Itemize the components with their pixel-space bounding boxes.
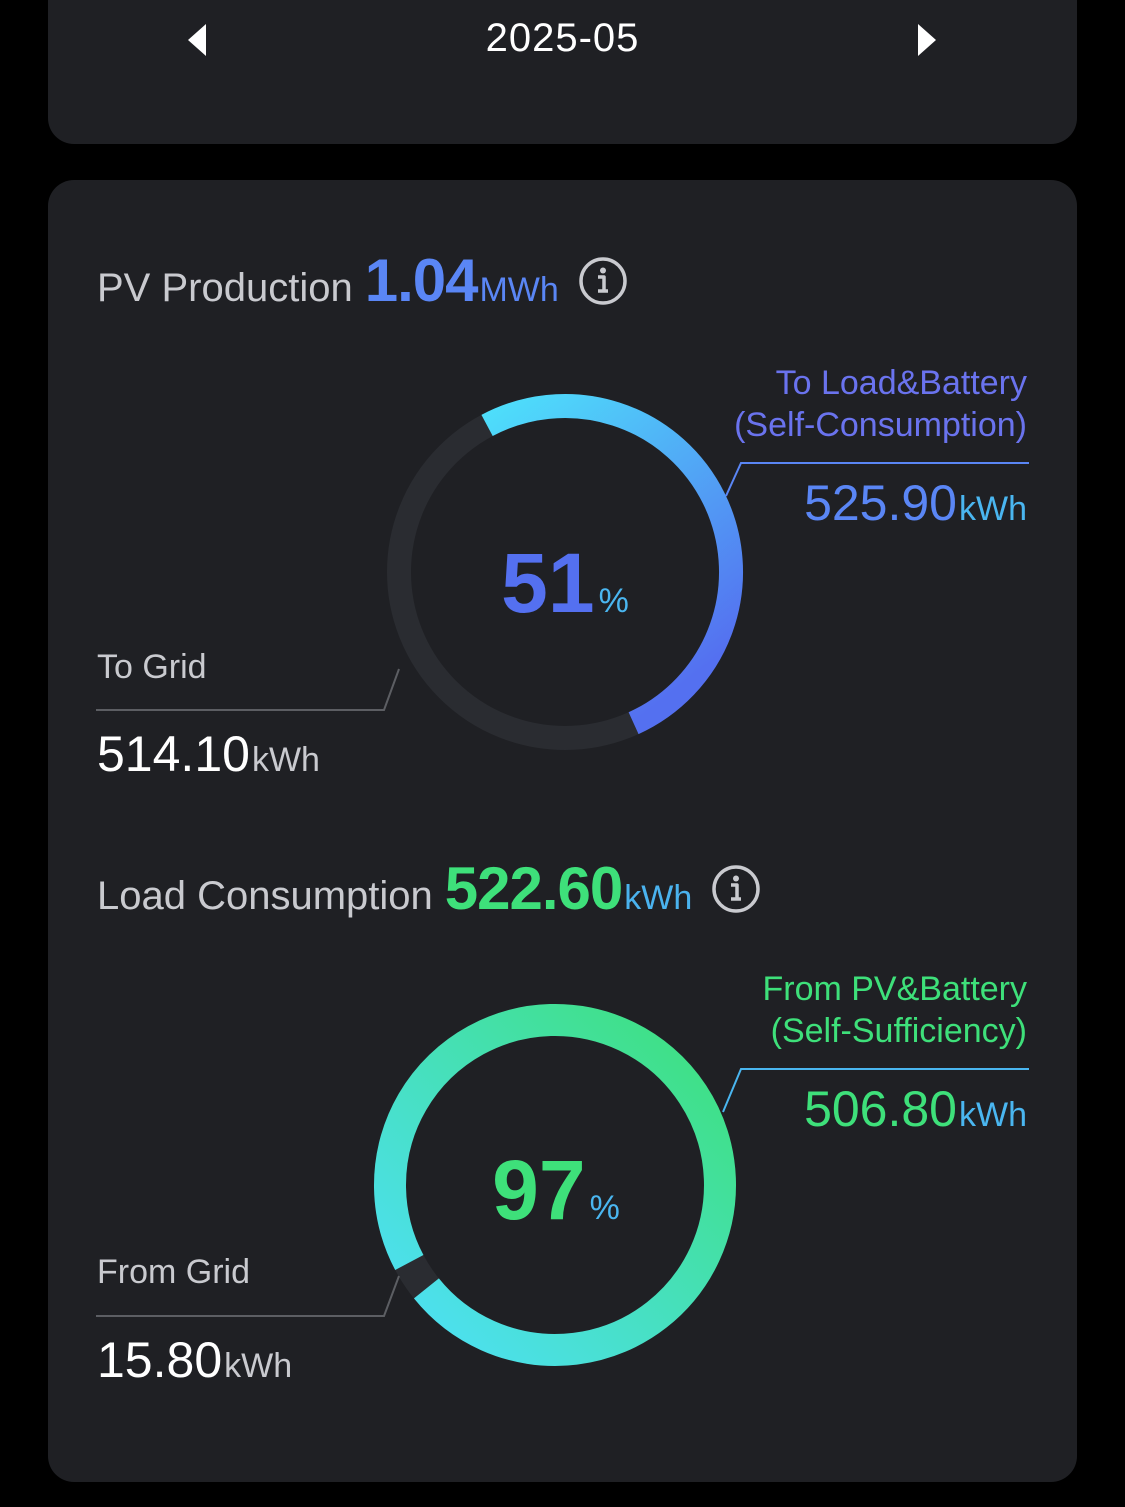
load-from-pv-label: From PV&Battery (Self-Sufficiency) — [762, 968, 1027, 1052]
load-from-grid-label: From Grid — [97, 1253, 250, 1291]
pv-percent-value: 51 — [501, 536, 595, 630]
load-from-pv-label-line2: (Self-Sufficiency) — [770, 1012, 1027, 1050]
date-nav-card: 2025-05 — [48, 0, 1077, 144]
pv-right-leader-line — [725, 462, 1029, 497]
load-consumption-title: Load Consumption 522.60 kWh — [97, 854, 762, 923]
pv-production-unit: MWh — [479, 271, 559, 309]
load-consumption-unit: kWh — [624, 879, 693, 917]
pv-production-label: PV Production — [97, 266, 353, 310]
caret-left-icon — [188, 24, 206, 56]
caret-right-icon — [918, 24, 936, 56]
pv-to-grid-label: To Grid — [97, 648, 207, 686]
load-right-leader-line — [722, 1068, 1029, 1113]
load-left-leader-line — [96, 1275, 400, 1317]
load-from-pv-unit: kWh — [959, 1096, 1027, 1134]
pv-production-title: PV Production 1.04 MWh — [97, 246, 629, 315]
load-from-pv-label-line1: From PV&Battery — [762, 970, 1027, 1008]
load-consumption-label: Load Consumption — [97, 874, 433, 918]
pv-to-load-unit: kWh — [959, 490, 1027, 528]
pv-to-grid-number: 514.10 — [97, 726, 250, 782]
pv-left-leader-line — [96, 668, 400, 711]
pv-to-load-value: 525.90 kWh — [804, 474, 1027, 532]
pv-self-consumption-percent: 51 % — [415, 535, 715, 632]
next-month-button[interactable] — [906, 20, 946, 60]
pv-percent-sign: % — [598, 582, 629, 620]
pv-to-load-label-line1: To Load&Battery — [775, 364, 1027, 402]
pv-to-load-label-line2: (Self-Consumption) — [734, 406, 1027, 444]
pv-info-icon[interactable] — [577, 255, 629, 307]
prev-month-button[interactable] — [178, 20, 218, 60]
energy-stats-card: PV Production 1.04 MWh 51 % To Load&Batt… — [48, 180, 1077, 1482]
load-consumption-value: 522.60 — [444, 855, 624, 922]
load-from-grid-number: 15.80 — [97, 1332, 223, 1388]
load-percent-value: 97 — [492, 1143, 586, 1237]
pv-to-load-number: 525.90 — [804, 475, 957, 531]
pv-ring-arc — [481, 394, 744, 735]
load-info-icon[interactable] — [710, 863, 762, 915]
pv-production-value: 1.04 — [364, 247, 479, 314]
pv-to-grid-unit: kWh — [251, 741, 320, 779]
pv-to-grid-value: 514.10 kWh — [97, 725, 320, 783]
rings-canvas — [96, 394, 1029, 1366]
load-from-grid-value: 15.80 kWh — [97, 1331, 292, 1389]
load-from-pv-number: 506.80 — [804, 1081, 957, 1137]
load-percent-sign: % — [589, 1189, 620, 1227]
date-label[interactable]: 2025-05 — [485, 16, 640, 60]
pv-to-load-label: To Load&Battery (Self-Consumption) — [734, 362, 1027, 446]
load-from-pv-value: 506.80 kWh — [804, 1080, 1027, 1138]
load-self-sufficiency-percent: 97 % — [406, 1142, 706, 1239]
load-from-grid-unit: kWh — [224, 1347, 293, 1385]
date-nav: 2025-05 — [48, 0, 1077, 80]
load-ring-arc — [374, 1004, 736, 1366]
